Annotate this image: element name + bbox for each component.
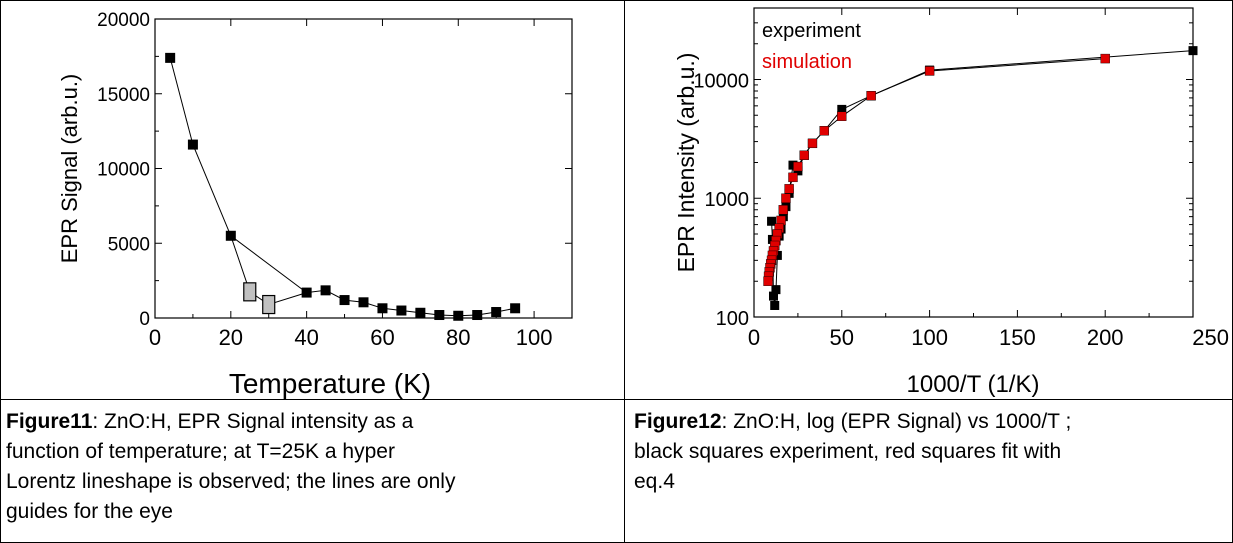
experiment-point	[771, 285, 781, 295]
y-tick-label: 15000	[97, 85, 150, 106]
y-tick-label: 20000	[97, 10, 150, 31]
y-tick-label: 1000	[705, 189, 750, 211]
y-tick-label: 100	[716, 308, 749, 330]
caption-line: guides for the eye	[6, 500, 173, 523]
data-point	[358, 297, 369, 308]
simulation-point	[819, 126, 829, 136]
data-point	[472, 310, 483, 321]
experiment-point	[837, 104, 847, 114]
simulation-point	[866, 91, 876, 101]
caption-line: Figure11: ZnO:H, EPR Signal intensity as…	[6, 407, 618, 437]
figure12-caption: Figure12: ZnO:H, log (EPR Signal) vs 100…	[634, 407, 1229, 497]
x-tick-label: 40	[294, 325, 318, 350]
simulation-point	[763, 276, 773, 286]
data-point	[510, 303, 521, 314]
x-tick-label: 100	[911, 325, 948, 350]
x-axis-label: 1000/T (1/K)	[907, 371, 1040, 398]
simulation-point	[784, 184, 794, 194]
x-axis-label: Temperature (K)	[229, 368, 431, 399]
experiment-line	[771, 50, 1194, 306]
experiment-point	[770, 300, 780, 310]
data-point	[339, 295, 350, 306]
y-tick-label: 0	[139, 309, 150, 330]
data-point	[165, 52, 176, 63]
epr-signal-vs-temperature-chart: 0 20 40 60 80 100 0 5000 10000 15000 20000 Temperat…	[57, 10, 573, 399]
guide-line-hyper-lorentz	[230, 235, 307, 306]
caption-line: eq.4	[634, 470, 675, 493]
experiment-point	[768, 291, 778, 301]
guide-line-main	[169, 57, 516, 317]
simulation-point	[778, 205, 789, 215]
x-tick-label: 20	[219, 325, 243, 350]
data-point	[491, 307, 502, 318]
caption-text: : ZnO:H, EPR Signal intensity as a	[92, 410, 414, 433]
x-tick-label: 200	[1087, 325, 1124, 350]
simulation-point	[807, 138, 818, 149]
caption-line: Figure12: ZnO:H, log (EPR Signal) vs 100…	[634, 407, 1229, 437]
simulation-point	[781, 193, 791, 203]
data-point	[453, 310, 464, 321]
y-axis-label: EPR Intensity (arb.u.)	[673, 53, 699, 273]
caption-line: black squares experiment, red squares fi…	[634, 440, 1062, 463]
figure12-label: Figure12	[634, 410, 722, 433]
x-tick-label: 50	[830, 325, 854, 350]
legend-experiment: experiment	[762, 20, 861, 42]
x-tick-label: 0	[748, 325, 760, 350]
experiment-point	[788, 160, 798, 170]
data-point	[415, 307, 426, 318]
data-point	[187, 139, 198, 150]
caption-line: function of temperature; at T=25K a hype…	[6, 440, 395, 463]
simulation-point	[793, 161, 803, 172]
data-point	[320, 285, 331, 296]
y-axis-label: EPR Signal (arb.u.)	[57, 74, 82, 264]
plot-frame	[154, 18, 573, 319]
simulation-point	[924, 66, 935, 76]
x-tick-label: 60	[370, 325, 394, 350]
figure11-caption: Figure11: ZnO:H, EPR Signal intensity as…	[6, 407, 618, 527]
x-tick-label: 80	[446, 325, 470, 350]
experiment-point	[767, 216, 777, 226]
data-point	[434, 310, 445, 321]
x-tick-label: 100	[516, 325, 553, 350]
simulation-point	[1100, 53, 1110, 64]
y-tick-label: 10000	[693, 70, 749, 92]
simulation-point	[837, 111, 847, 121]
hyper-lorentz-point	[243, 282, 257, 302]
data-point	[396, 305, 407, 316]
figure11-label: Figure11	[6, 410, 93, 433]
x-tick-label: 0	[149, 325, 161, 350]
x-tick-label: 250	[1192, 325, 1229, 350]
data-point	[225, 230, 236, 241]
simulation-line	[767, 58, 1106, 282]
data-point	[377, 303, 388, 314]
simulation-point	[788, 172, 798, 183]
y-tick-label: 10000	[97, 160, 150, 181]
experiment-point	[1188, 46, 1198, 56]
hyper-lorentz-point	[262, 294, 276, 315]
simulation-point	[799, 150, 809, 160]
legend-simulation: simulation	[762, 51, 852, 73]
data-point	[301, 287, 312, 298]
y-tick-label: 5000	[108, 234, 150, 255]
x-tick-label: 150	[999, 325, 1036, 350]
caption-line: Lorentz lineshape is observed; the lines…	[6, 470, 456, 493]
caption-text: : ZnO:H, log (EPR Signal) vs 1000/T ;	[721, 410, 1072, 433]
epr-intensity-vs-inverse-temperature-chart: 0 50 100 150 200 250 100 1000 10000 1000/T (1/K) E…	[673, 7, 1229, 398]
